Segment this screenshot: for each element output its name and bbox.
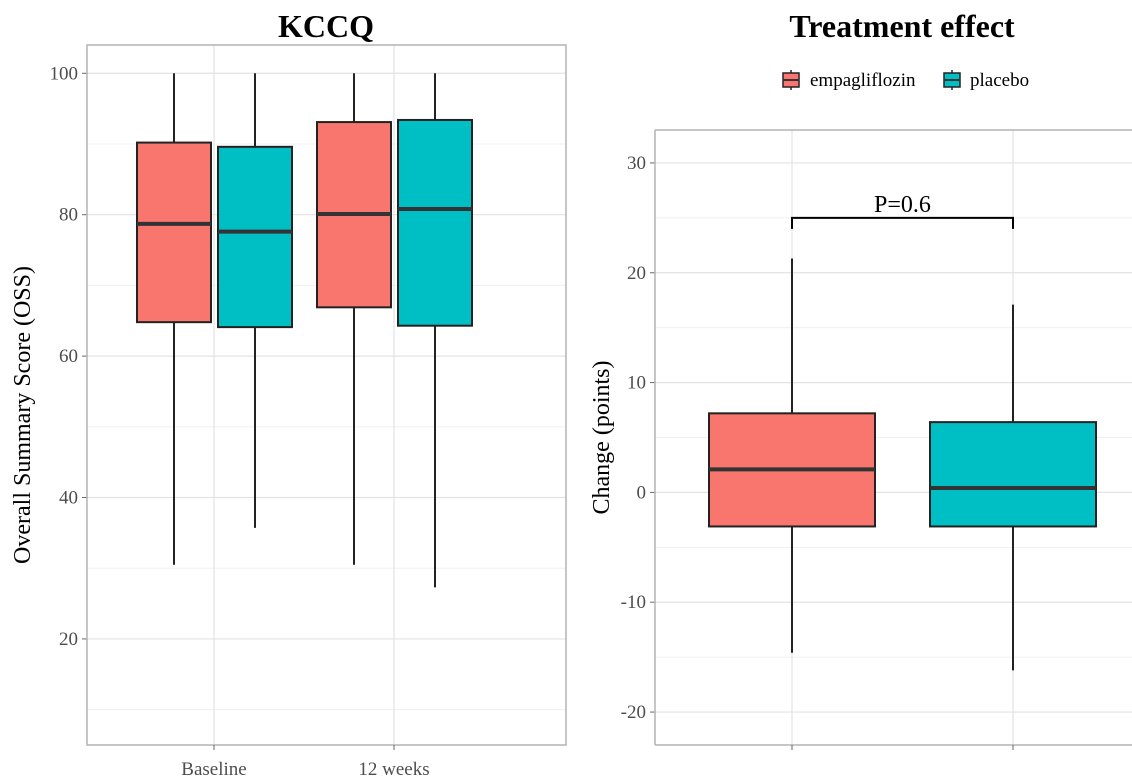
legend-label: empagliflozin xyxy=(810,70,916,91)
treatment-y-axis-label: Change (points) xyxy=(589,361,615,515)
kccq-panel: 20 40 60 80 100 Baseline 12 weeks KCCQ Overall S… xyxy=(10,8,567,777)
kccq-panel-border xyxy=(86,44,567,746)
treatment-title: Treatment effect xyxy=(789,8,1015,44)
significance-bracket xyxy=(791,216,1014,229)
kccq-x-tick-label: 12 weeks xyxy=(358,759,429,777)
treatment-y-tick-label: 20 xyxy=(627,263,646,284)
kccq-box-placebo-0-iqr-rect xyxy=(217,145,293,329)
kccq-box-placebo-1-iqr-rect xyxy=(397,118,473,327)
treatment-box-placebo xyxy=(929,304,1097,671)
legend-key-empagliflozin xyxy=(782,70,800,90)
legend-label: placebo xyxy=(970,70,1029,91)
kccq-y-tick-label: 20 xyxy=(59,629,78,650)
kccq-box-placebo-1 xyxy=(397,73,473,588)
kccq-x-tick-label: Baseline xyxy=(181,759,246,777)
p-value-annotation: P=0.6 xyxy=(874,192,931,218)
kccq-box-empagliflozin-0 xyxy=(136,73,212,565)
treatment-y-tick-label: 30 xyxy=(627,153,646,174)
kccq-y-axis-label: Overall Summary Score (OSS) xyxy=(10,266,36,564)
treatment-box-empagliflozin xyxy=(708,258,876,653)
kccq-y-tick-label: 80 xyxy=(59,205,78,226)
kccq-box-placebo-0 xyxy=(217,73,293,528)
kccq-y-tick-label: 60 xyxy=(59,346,78,367)
kccq-box-empagliflozin-0-iqr-rect xyxy=(136,141,212,324)
treatment-y-tick-label: 0 xyxy=(637,482,647,503)
legend-key-placebo xyxy=(943,70,961,90)
treatment-y-tick-label: 10 xyxy=(627,373,646,394)
treatment-y-tick-label: -20 xyxy=(621,702,646,723)
kccq-y-tick-label: 100 xyxy=(50,63,79,84)
kccq-title: KCCQ xyxy=(278,8,374,44)
treatment-box-placebo-iqr-rect xyxy=(929,421,1097,528)
legend: empagliflozin placebo xyxy=(782,70,1029,91)
treatment-y-tick-label: -10 xyxy=(621,592,646,613)
treatment-panel: -20 -10 0 10 20 30 P=0.6 Treatment effect Change… xyxy=(589,8,1132,750)
kccq-y-tick-label: 40 xyxy=(59,488,78,509)
kccq-box-empagliflozin-1 xyxy=(316,73,392,565)
